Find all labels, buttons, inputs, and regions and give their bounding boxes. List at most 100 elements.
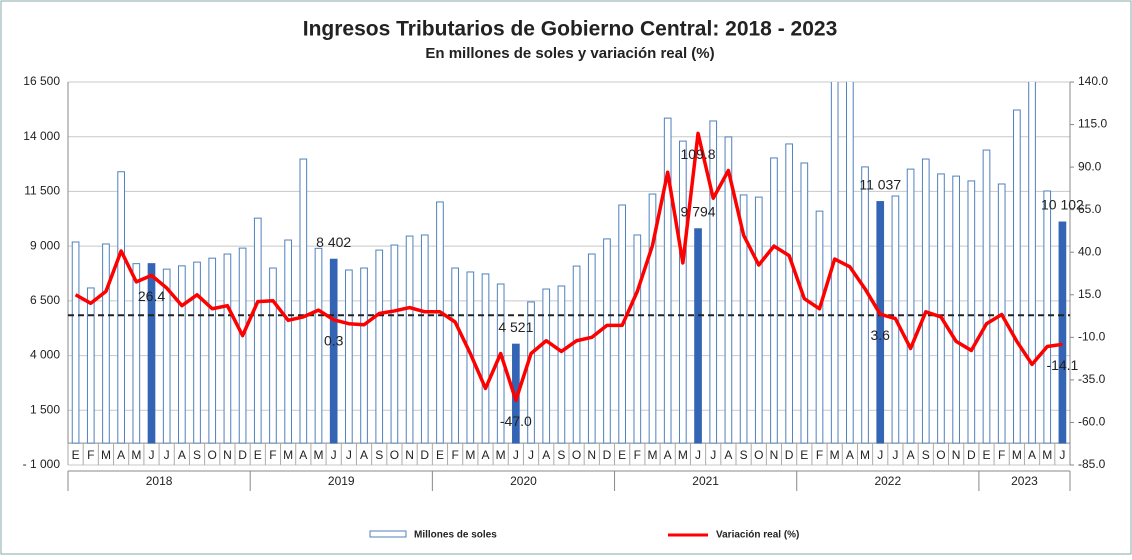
bar <box>193 261 201 444</box>
chart-subtitle: En millones de soles y variación real (%… <box>425 45 714 62</box>
x-tick-label: F <box>451 448 458 462</box>
x-tick-label: F <box>816 448 823 462</box>
x-tick-label: E <box>436 448 444 462</box>
bar <box>785 143 793 444</box>
bar <box>86 287 95 444</box>
bar <box>846 82 854 444</box>
bar <box>436 201 444 444</box>
x-tick-label: M <box>860 448 870 462</box>
bar <box>299 158 308 444</box>
x-tick-label: J <box>149 448 155 462</box>
bar <box>815 210 824 444</box>
bar <box>481 273 490 444</box>
bar <box>162 268 171 444</box>
x-tick-label: N <box>405 448 414 462</box>
line <box>74 131 1063 403</box>
bar <box>754 196 763 444</box>
bar <box>663 117 672 444</box>
y2-tick-label: 15.0 <box>1078 287 1102 301</box>
year-label: 2023 <box>1011 474 1038 488</box>
bar <box>557 285 566 444</box>
y-tick-label: 14 000 <box>23 129 60 143</box>
bar-value-label: 10 102 <box>1041 197 1084 213</box>
x-tick-label: J <box>164 448 170 462</box>
x-tick-label: S <box>375 448 383 462</box>
y-tick-label: 16 500 <box>23 74 60 88</box>
line-value-label: 0.3 <box>324 333 344 349</box>
bar <box>360 267 368 444</box>
y2-tick-label: 115.0 <box>1078 117 1107 131</box>
x-tick-label: J <box>331 448 337 462</box>
year-label: 2020 <box>510 474 537 488</box>
x-tick-label: N <box>587 448 596 462</box>
x-tick-label: E <box>618 448 626 462</box>
bar <box>117 171 125 444</box>
x-tick-label: F <box>87 448 94 462</box>
overlay: - 1 000 1 500 4 000 6 500 9 000 11 500 14 000 1… <box>23 74 1109 540</box>
y2-tick-label: -85.0 <box>1078 457 1106 471</box>
bar-value-label: 11 037 <box>859 176 901 192</box>
x-tick-label: S <box>193 448 201 462</box>
y-tick-label: 1 500 <box>30 402 60 416</box>
x-tick-label: D <box>420 448 429 462</box>
y2-tick-label: -10.0 <box>1078 330 1106 344</box>
x-tick-label: A <box>481 448 489 462</box>
bar <box>102 243 110 444</box>
line-value-label: 26.4 <box>138 288 165 304</box>
y2-tick-label: -60.0 <box>1078 415 1106 429</box>
x-tick-label: A <box>846 448 854 462</box>
x-tick-label: E <box>800 448 808 462</box>
x-tick-label: A <box>299 448 307 462</box>
bar <box>937 173 945 444</box>
y-tick-label: 4 000 <box>30 348 60 362</box>
x-tick-label: S <box>557 448 565 462</box>
x-tick-label: D <box>603 448 612 462</box>
line-value-label: 3.6 <box>870 327 890 343</box>
bar <box>603 238 611 444</box>
y2-tick-label: -35.0 <box>1078 372 1106 386</box>
x-tick-label: M <box>1042 448 1052 462</box>
year-label: 2022 <box>874 474 901 488</box>
x-tick-label: A <box>178 448 186 462</box>
bar <box>861 166 869 444</box>
x-tick-label: M <box>830 448 840 462</box>
grid <box>67 81 1074 491</box>
x-tick-label: S <box>740 448 748 462</box>
bar <box>269 267 277 444</box>
x-tick-label: O <box>208 448 217 462</box>
x-tick-label: D <box>785 448 794 462</box>
bar <box>1013 109 1021 444</box>
bars <box>71 82 1067 444</box>
y-tick-label: 9 000 <box>30 238 60 252</box>
x-tick-label: A <box>724 448 732 462</box>
x-tick-label: E <box>254 448 262 462</box>
bar <box>345 269 353 444</box>
bar <box>375 249 384 444</box>
y2-tick-label: 90.0 <box>1078 159 1102 173</box>
x-tick-label: M <box>1012 448 1022 462</box>
x-tick-label: J <box>528 448 534 462</box>
x-tick-label: M <box>101 448 111 462</box>
x-tick-label: J <box>710 448 716 462</box>
x-tick-label: A <box>117 448 125 462</box>
bar <box>648 193 657 444</box>
bar <box>284 239 292 444</box>
bar-value-label: 9 794 <box>681 203 716 219</box>
x-tick-label: M <box>314 448 324 462</box>
x-tick-label: J <box>1059 448 1065 462</box>
y-tick-label: 11 500 <box>24 184 60 198</box>
bar <box>1043 190 1052 444</box>
x-tick-label: O <box>754 448 763 462</box>
bar <box>420 234 429 444</box>
x-tick-label: J <box>892 448 898 462</box>
x-tick-label: O <box>572 448 581 462</box>
bar <box>572 265 581 444</box>
x-tick-label: F <box>269 448 276 462</box>
year-label: 2019 <box>328 474 355 488</box>
bar <box>770 157 778 444</box>
x-tick-label: M <box>648 448 658 462</box>
legend-label: Variación real (%) <box>716 530 799 541</box>
chart-title: Ingresos Tributarios de Gobierno Central… <box>303 18 838 41</box>
year-label: 2018 <box>146 474 173 488</box>
x-tick-label: F <box>634 448 641 462</box>
